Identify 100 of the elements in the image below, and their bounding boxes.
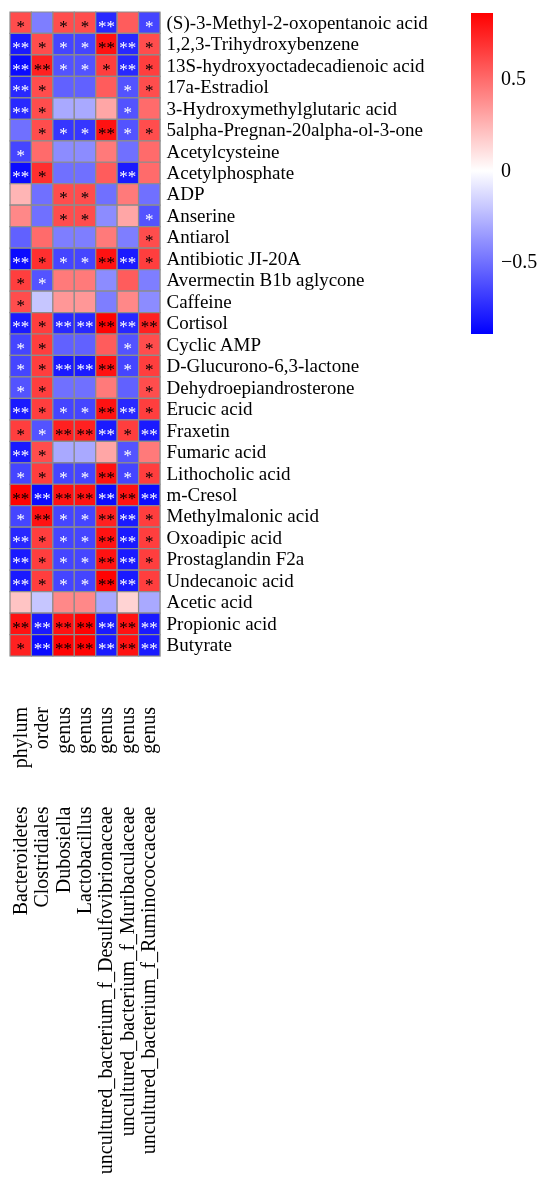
data-label: ** bbox=[97, 574, 115, 594]
data-label: * bbox=[16, 295, 25, 315]
data-label: * bbox=[145, 231, 154, 251]
data-label: * bbox=[145, 252, 154, 272]
data-label: ** bbox=[12, 489, 30, 508]
data-label: ** bbox=[97, 531, 115, 551]
data-label: * bbox=[145, 338, 154, 358]
data-label: * bbox=[145, 467, 154, 487]
x-tick-label: uncultured_bacterium_f_Ruminococcaceae bbox=[137, 806, 160, 1155]
data-label: * bbox=[59, 531, 68, 551]
data-label: ** bbox=[97, 467, 115, 487]
y2-tick-label: Undecanoic acid bbox=[166, 569, 295, 591]
data-label: ** bbox=[33, 59, 51, 79]
data-label: ** bbox=[97, 124, 115, 144]
data-label: ** bbox=[12, 574, 30, 594]
data-label: * bbox=[145, 360, 154, 380]
y2-tick-label: Erucic acid bbox=[166, 398, 253, 420]
data-label: ** bbox=[12, 252, 30, 272]
data-label: * bbox=[37, 446, 47, 466]
x-tick-label: Dubosiella bbox=[51, 806, 74, 894]
y2-tick-label: Methylmalonic acid bbox=[166, 505, 320, 527]
data-label: ** bbox=[97, 424, 115, 444]
data-label: * bbox=[16, 381, 25, 401]
data-label: * bbox=[59, 124, 68, 144]
y2-tick-label: Antiarol bbox=[166, 226, 230, 248]
data-label: ** bbox=[12, 59, 30, 79]
data-label: * bbox=[102, 59, 111, 79]
data-label: * bbox=[145, 531, 154, 551]
x-tick-label: Bacteroidetes bbox=[8, 806, 31, 916]
data-label: * bbox=[80, 252, 90, 272]
data-label: * bbox=[37, 38, 47, 58]
data-label: * bbox=[37, 124, 47, 144]
y2-tick-label: 13S-hydroxyoctadecadienoic acid bbox=[166, 54, 425, 76]
data-label: * bbox=[37, 574, 47, 594]
data-label: ** bbox=[55, 317, 73, 337]
data-label: ** bbox=[119, 403, 137, 423]
y2-tick-label: ADP bbox=[166, 183, 205, 205]
data-label: ** bbox=[12, 167, 30, 186]
data-label: ** bbox=[119, 167, 137, 186]
data-label: * bbox=[80, 16, 90, 36]
data-label: * bbox=[145, 16, 154, 36]
data-label: * bbox=[145, 403, 154, 423]
y2-tick-label: Fumaric acid bbox=[166, 441, 267, 463]
data-label: ** bbox=[140, 317, 158, 337]
data-label: ** bbox=[97, 403, 115, 423]
data-label: ** bbox=[97, 510, 115, 530]
data-label: ** bbox=[140, 639, 158, 659]
data-label: ** bbox=[55, 617, 73, 637]
data-label: ** bbox=[97, 489, 115, 508]
data-label: ** bbox=[97, 360, 115, 380]
data-label: * bbox=[37, 403, 47, 423]
y2-tick-label: Prostaglandin F2a bbox=[166, 548, 305, 570]
data-label: * bbox=[145, 124, 154, 144]
data-label: * bbox=[80, 467, 90, 487]
data-label: ** bbox=[76, 639, 94, 659]
y2-tick-label: Oxoadipic acid bbox=[166, 526, 283, 548]
data-label: * bbox=[37, 531, 47, 551]
data-label: ** bbox=[76, 617, 94, 637]
data-label: * bbox=[123, 446, 133, 466]
data-label: * bbox=[59, 510, 68, 530]
data-label: * bbox=[80, 510, 90, 530]
data-label: * bbox=[145, 510, 154, 530]
data-label: * bbox=[59, 252, 68, 272]
color-bar-label: 0 bbox=[501, 158, 511, 181]
data-label: * bbox=[145, 209, 154, 229]
data-label: * bbox=[16, 360, 25, 380]
y2-tick-label: Acetylphosphate bbox=[166, 162, 295, 183]
data-label: ** bbox=[119, 553, 137, 573]
y2-tick-label: Dehydroepiandrosterone bbox=[166, 376, 355, 398]
data-label: ** bbox=[119, 574, 137, 594]
data-label: ** bbox=[12, 38, 30, 58]
data-label: ** bbox=[76, 360, 94, 380]
data-label: * bbox=[37, 102, 47, 122]
data-label: ** bbox=[97, 16, 115, 36]
data-label: * bbox=[59, 553, 68, 573]
data-label: * bbox=[37, 553, 47, 573]
data-label: * bbox=[37, 338, 47, 358]
data-label: ** bbox=[33, 510, 51, 530]
data-label: * bbox=[123, 424, 133, 444]
data-label: * bbox=[80, 59, 90, 79]
y2-tick-label: Anserine bbox=[166, 204, 236, 226]
data-label: * bbox=[59, 209, 68, 229]
y2-tick-label: Cortisol bbox=[166, 312, 228, 334]
text: genus bbox=[51, 706, 75, 754]
y2-tick-label: Lithocholic acid bbox=[166, 462, 291, 484]
y2-tick-label: Butyrate bbox=[166, 634, 232, 656]
data-label: * bbox=[59, 59, 68, 79]
x-tick-label: uncultured_bacterium_f_Desulfovibrionaceae bbox=[94, 806, 117, 1175]
data-label: * bbox=[16, 467, 25, 487]
data-label: * bbox=[80, 574, 90, 594]
data-label: ** bbox=[97, 317, 115, 337]
data-label: ** bbox=[119, 59, 137, 79]
y2-tick-label: 5alpha-Pregnan-20alpha-ol-3-one bbox=[166, 119, 423, 141]
y2-tick-label: D-Glucurono-6,3-lactone bbox=[166, 355, 360, 377]
y2-tick-label: (S)-3-Methyl-2-oxopentanoic acid bbox=[166, 11, 429, 34]
data-label: ** bbox=[12, 531, 30, 551]
data-label: * bbox=[16, 274, 25, 294]
y2-tick-label: Caffeine bbox=[166, 290, 232, 312]
y2-tick-label: Propionic acid bbox=[166, 612, 278, 634]
data-label: * bbox=[123, 360, 133, 380]
